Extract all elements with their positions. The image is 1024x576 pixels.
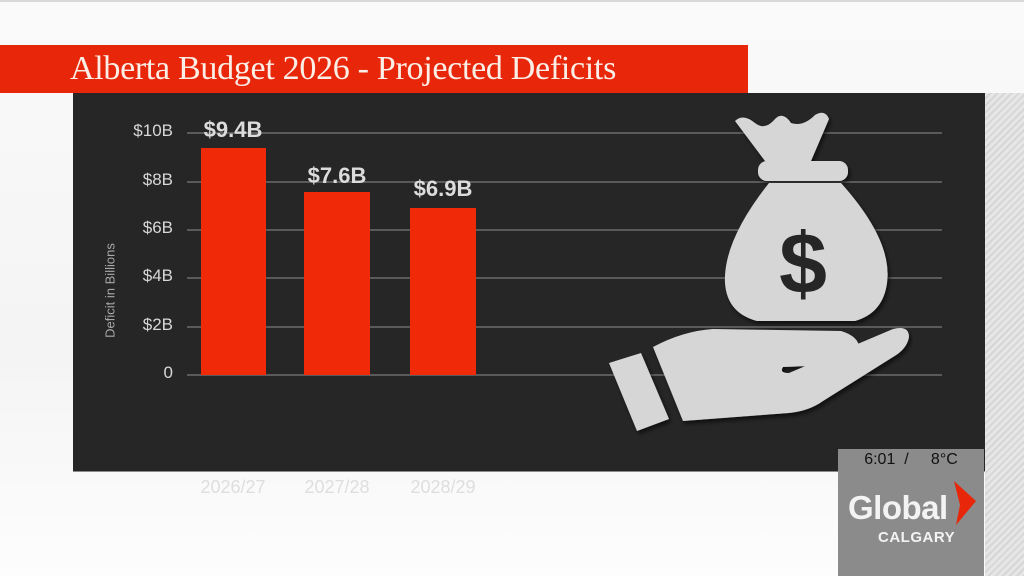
x-label-2027-28: 2027/28 [304, 477, 370, 497]
global-chevron-icon [954, 481, 976, 525]
x-label-2026-27: 2026/27 [200, 477, 266, 497]
y-tick-4b: $4B [142, 266, 173, 285]
y-tick-0: 0 [163, 363, 173, 382]
y-tick-10b: $10B [133, 121, 173, 140]
gridline-2b [187, 326, 942, 328]
y-tick-2b: $2B [142, 315, 173, 334]
temperature: 8°C [930, 451, 958, 468]
top-border [0, 0, 1024, 2]
chart-panel: Deficit in Billions 0 $2B $4B $6B $8B $1… [73, 93, 985, 497]
global-logo: Global [848, 489, 948, 526]
city-label: CALGARY [878, 529, 956, 546]
bar-2027-28 [304, 192, 370, 375]
gridline-8b [187, 181, 942, 183]
money-bag-in-hand-icon: $ [609, 112, 909, 431]
title-banner: Alberta Budget 2026 - Projected Deficits [0, 45, 748, 93]
broadcaster-bug: 6:01 / 8°C Global CALGARY [838, 449, 984, 576]
gridline-0 [187, 374, 942, 376]
value-label-2028-29: $6.9B [413, 176, 473, 201]
value-label-2026-27: $9.4B [203, 117, 263, 142]
hatched-background-strip [985, 93, 1024, 576]
x-label-2028-29: 2028/29 [410, 477, 476, 497]
gridline-6b [187, 229, 942, 231]
svg-text:$: $ [779, 216, 827, 312]
bar-2026-27 [201, 148, 266, 375]
gridline-10b [187, 132, 942, 134]
chart-title: Alberta Budget 2026 - Projected Deficits [70, 50, 617, 87]
separator: / [904, 451, 909, 468]
time-temp: 6:01 / 8°C [838, 451, 984, 469]
y-tick-6b: $6B [142, 218, 173, 237]
value-label-2027-28: $7.6B [307, 163, 367, 188]
gridline-4b [187, 277, 942, 279]
y-tick-8b: $8B [142, 170, 173, 189]
clock-time: 6:01 [864, 451, 896, 468]
bar-2028-29 [410, 208, 476, 375]
